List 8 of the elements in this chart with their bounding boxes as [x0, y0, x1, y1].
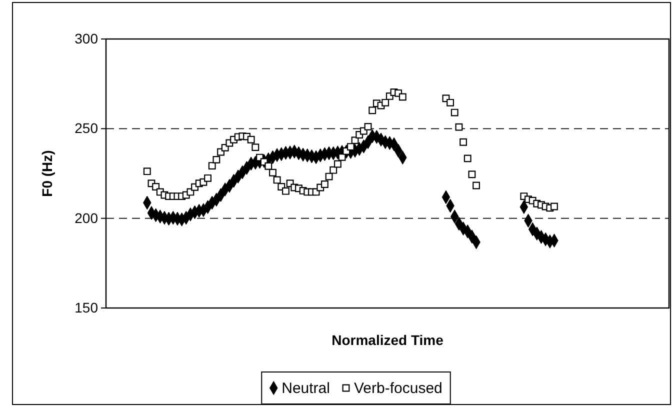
legend-label: Neutral: [282, 380, 330, 397]
y-tick-label: 300: [74, 30, 98, 46]
y-tick-label: 150: [74, 299, 98, 316]
x-axis-title: Normalized Time: [332, 332, 444, 348]
y-axis-title: F0 (Hz): [39, 150, 55, 197]
legend-label: Verb-focused: [354, 380, 442, 397]
y-tick-label: 250: [74, 120, 98, 136]
y-tick-label: 200: [74, 210, 98, 226]
